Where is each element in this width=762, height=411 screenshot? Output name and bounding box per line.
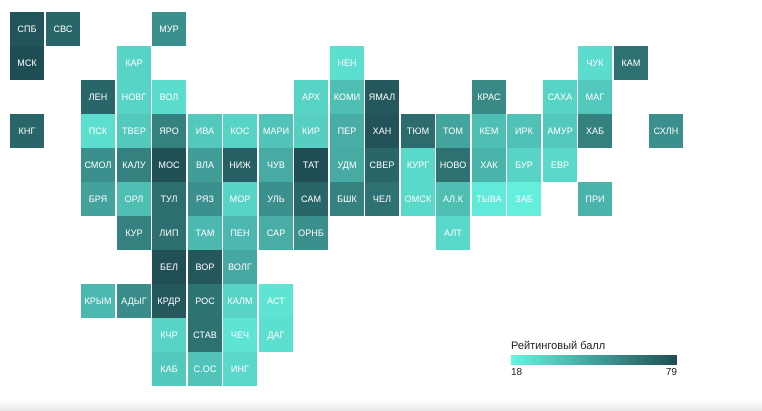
region-tile[interactable]: ПЕР — [330, 114, 364, 148]
region-tile[interactable]: АМУР — [543, 114, 577, 148]
region-tile[interactable]: СМОЛ — [81, 148, 115, 182]
region-tile[interactable]: АЛ.К — [436, 182, 470, 216]
region-tile[interactable]: ТАМ — [188, 216, 222, 250]
region-tile[interactable]: СХЛН — [649, 114, 683, 148]
region-tile[interactable]: НЕН — [330, 46, 364, 80]
region-tile[interactable]: ЧЕЧ — [223, 318, 257, 352]
region-tile[interactable]: БШК — [330, 182, 364, 216]
region-tile[interactable]: АЛТ — [436, 216, 470, 250]
region-tile[interactable]: ИВА — [188, 114, 222, 148]
region-tile[interactable]: УЛЬ — [259, 182, 293, 216]
region-tile[interactable]: КАМ — [614, 46, 648, 80]
region-tile[interactable]: ЕВР — [543, 148, 577, 182]
region-tile[interactable]: МОР — [223, 182, 257, 216]
region-tile[interactable]: ЧЕЛ — [365, 182, 399, 216]
region-tile[interactable]: ВОЛГ — [223, 250, 257, 284]
legend-scale-labels: 18 79 — [511, 367, 679, 381]
region-tile[interactable]: ПСК — [81, 114, 115, 148]
region-tile[interactable]: ТЫВА — [472, 182, 506, 216]
region-tile[interactable]: ТВЕР — [117, 114, 151, 148]
region-tile[interactable]: САМ — [294, 182, 328, 216]
region-tile[interactable]: АДЫГ — [117, 284, 151, 318]
region-tile[interactable]: КАР — [117, 46, 151, 80]
region-tile[interactable]: ЛЕН — [81, 80, 115, 114]
region-tile[interactable]: ЯРО — [152, 114, 186, 148]
region-tile[interactable]: ЛИП — [152, 216, 186, 250]
region-tile[interactable]: РОС — [188, 284, 222, 318]
region-tile[interactable]: ТУЛ — [152, 182, 186, 216]
region-tile[interactable]: НОВО — [436, 148, 470, 182]
region-tile[interactable]: ХАК — [472, 148, 506, 182]
region-tile[interactable]: КУРГ — [401, 148, 435, 182]
region-tile[interactable]: САХА — [543, 80, 577, 114]
region-tile[interactable]: НОВГ — [117, 80, 151, 114]
region-tile[interactable]: РЯЗ — [188, 182, 222, 216]
legend-min-label: 18 — [511, 367, 523, 378]
region-tile[interactable]: С.ОС — [188, 352, 222, 386]
region-tile[interactable]: КНГ — [10, 114, 44, 148]
region-tile[interactable]: ХАБ — [578, 114, 612, 148]
region-tile[interactable]: УДМ — [330, 148, 364, 182]
region-tile[interactable]: ДАГ — [259, 318, 293, 352]
region-tile[interactable]: КОМИ — [330, 80, 364, 114]
region-tile[interactable]: ЧУВ — [259, 148, 293, 182]
region-tile[interactable]: АРХ — [294, 80, 328, 114]
region-tile[interactable]: ХАН — [365, 114, 399, 148]
region-tile[interactable]: КРЫМ — [81, 284, 115, 318]
region-tile[interactable]: КУР — [117, 216, 151, 250]
region-tile[interactable]: ЧУК — [578, 46, 612, 80]
legend-title: Рейтинговый балл — [511, 340, 606, 352]
region-tile[interactable]: ИРК — [507, 114, 541, 148]
region-tile[interactable]: ОРНБ — [294, 216, 328, 250]
region-tile[interactable]: КАБ — [152, 352, 186, 386]
region-tile[interactable]: СВС — [46, 12, 80, 46]
region-tile[interactable]: СТАВ — [188, 318, 222, 352]
region-tile[interactable]: БЕЛ — [152, 250, 186, 284]
region-tile[interactable]: ИНГ — [223, 352, 257, 386]
region-tile[interactable]: КРАС — [472, 80, 506, 114]
region-tile[interactable]: КОС — [223, 114, 257, 148]
region-tile[interactable]: КИР — [294, 114, 328, 148]
region-tile[interactable]: СПБ — [10, 12, 44, 46]
region-tile[interactable]: САР — [259, 216, 293, 250]
region-tile[interactable]: НИЖ — [223, 148, 257, 182]
region-tile[interactable]: ЗАБ — [507, 182, 541, 216]
region-tile[interactable]: МУР — [152, 12, 186, 46]
page-bottom-edge — [0, 401, 762, 411]
region-tile[interactable]: БУР — [507, 148, 541, 182]
region-tile[interactable]: КРДР — [152, 284, 186, 318]
legend-gradient-bar — [511, 355, 677, 365]
region-tile[interactable]: КАЛУ — [117, 148, 151, 182]
color-legend: Рейтинговый балл 18 79 — [511, 340, 679, 381]
region-tile[interactable]: СВЕР — [365, 148, 399, 182]
region-tile[interactable]: ВОР — [188, 250, 222, 284]
region-tile[interactable]: МАРИ — [259, 114, 293, 148]
legend-max-label: 79 — [665, 367, 677, 378]
region-tile[interactable]: ТЮМ — [401, 114, 435, 148]
region-tile[interactable]: ТОМ — [436, 114, 470, 148]
region-tile[interactable]: ОМСК — [401, 182, 435, 216]
region-tile[interactable]: КЕМ — [472, 114, 506, 148]
region-tile[interactable]: ВЛА — [188, 148, 222, 182]
region-tile[interactable]: ПРИ — [578, 182, 612, 216]
region-tile[interactable]: КЧР — [152, 318, 186, 352]
region-tile[interactable]: АСТ — [259, 284, 293, 318]
region-tile[interactable]: МАГ — [578, 80, 612, 114]
region-tile[interactable]: ОРЛ — [117, 182, 151, 216]
region-tile[interactable]: ВОЛ — [152, 80, 186, 114]
region-tile[interactable]: МСК — [10, 46, 44, 80]
region-tile[interactable]: МОС — [152, 148, 186, 182]
region-tile[interactable]: КАЛМ — [223, 284, 257, 318]
region-tile[interactable]: ЯМАЛ — [365, 80, 399, 114]
region-tile[interactable]: ТАТ — [294, 148, 328, 182]
region-tile[interactable]: ПЕН — [223, 216, 257, 250]
region-tile[interactable]: БРЯ — [81, 182, 115, 216]
